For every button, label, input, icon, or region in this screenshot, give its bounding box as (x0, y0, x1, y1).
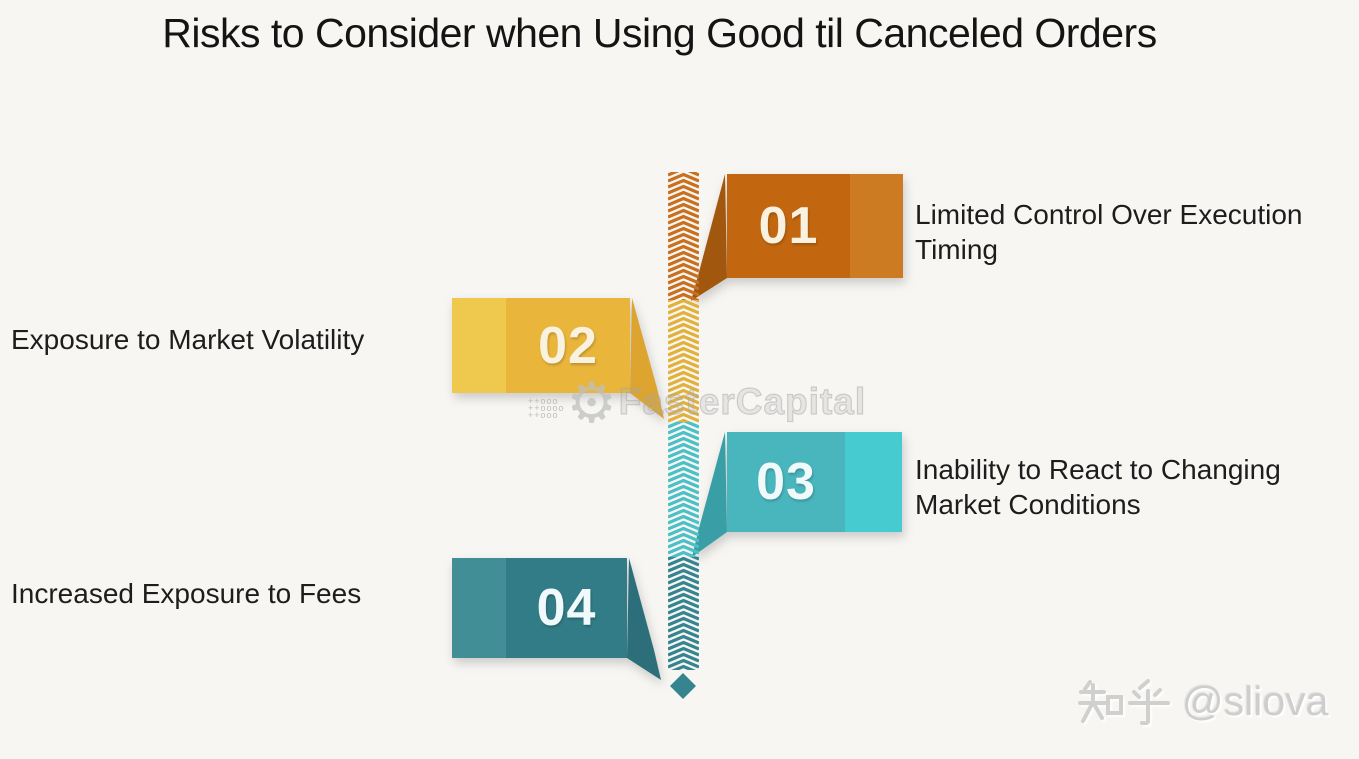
banner-03-body (727, 432, 845, 532)
step-number-03: 03 (756, 453, 816, 511)
step-number-04: 04 (536, 579, 597, 637)
step-number-02: 02 (538, 316, 598, 375)
banner-02-body (506, 298, 630, 393)
banner-01-body (727, 174, 850, 278)
step-label-02: Exposure to Market Volatility (11, 324, 365, 355)
banner-01 (691, 174, 903, 301)
banner-02-tab (452, 298, 506, 393)
timeline-segment-1 (668, 172, 699, 300)
banner-04 (452, 558, 661, 680)
banner-04-body (506, 558, 627, 658)
zhihu-platform-logo (1078, 678, 1170, 725)
timeline-segment-3 (668, 422, 699, 557)
timeline-segment-2 (668, 300, 699, 422)
banner-03-fold (692, 432, 727, 557)
banner-01-fold (691, 174, 727, 301)
timeline-segment-4 (668, 557, 699, 670)
credit-handle: @sliova (1182, 678, 1329, 724)
step-label-01: Limited Control Over Execution Timing (915, 199, 1303, 265)
page-title: Risks to Consider when Using Good til Ca… (162, 10, 1157, 56)
step-number-01: 01 (758, 197, 819, 255)
credit-watermark: @sliova (1078, 678, 1328, 725)
banner-03 (692, 432, 902, 557)
timeline-arrow-tip (670, 673, 696, 699)
banner-03-tab (845, 432, 902, 532)
banner-02-fold (630, 298, 664, 419)
banner-02 (452, 298, 664, 419)
step-label-04: Increased Exposure to Fees (11, 578, 362, 609)
banner-01-tab (850, 174, 903, 278)
banner-04-fold (627, 558, 661, 680)
banner-04-tab (452, 558, 506, 658)
step-label-03: Inability to React to Changing Market Co… (915, 454, 1281, 520)
